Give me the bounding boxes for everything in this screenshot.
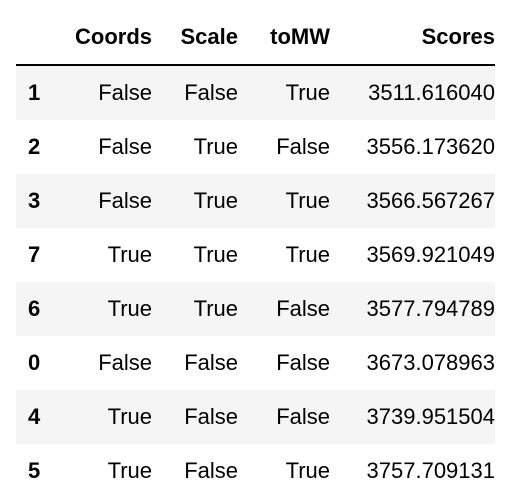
table-row: 4 True False False 3739.951504 bbox=[16, 390, 495, 444]
cell-scores: 3757.709131 bbox=[366, 458, 495, 483]
column-header-coords: Coords bbox=[54, 10, 152, 66]
row-index: 7 bbox=[28, 242, 41, 267]
cell-coords: True bbox=[107, 242, 152, 267]
table-body: 1 False False True 3511.616040 2 False T… bbox=[16, 65, 495, 498]
cell-scores: 3577.794789 bbox=[366, 296, 495, 321]
row-index: 2 bbox=[28, 134, 41, 159]
cell-tomw: True bbox=[285, 188, 330, 213]
cell-tomw: True bbox=[285, 458, 330, 483]
table-row: 7 True True True 3569.921049 bbox=[16, 228, 495, 282]
cell-scale: True bbox=[193, 242, 238, 267]
cell-coords: False bbox=[98, 80, 152, 105]
row-index: 4 bbox=[28, 404, 41, 429]
header-row: Coords Scale toMW Scores bbox=[16, 10, 495, 66]
row-index: 6 bbox=[28, 296, 41, 321]
cell-scale: False bbox=[184, 80, 238, 105]
cell-scores: 3511.616040 bbox=[368, 80, 495, 105]
column-header-tomw: toMW bbox=[238, 10, 330, 66]
column-header-scale: Scale bbox=[152, 10, 238, 66]
cell-scale: False bbox=[184, 458, 238, 483]
cell-tomw: False bbox=[276, 296, 330, 321]
cell-scores: 3739.951504 bbox=[366, 404, 495, 429]
cell-tomw: True bbox=[285, 242, 330, 267]
table-row: 1 False False True 3511.616040 bbox=[16, 65, 495, 120]
row-index: 5 bbox=[28, 458, 41, 483]
cell-scale: True bbox=[193, 188, 238, 213]
cell-coords: True bbox=[107, 458, 152, 483]
cell-tomw: False bbox=[276, 404, 330, 429]
cell-scores: 3556.173620 bbox=[366, 134, 495, 159]
index-header bbox=[16, 10, 54, 66]
row-index: 3 bbox=[28, 188, 41, 213]
cell-scale: True bbox=[193, 296, 238, 321]
cell-tomw: True bbox=[285, 80, 330, 105]
table-row: 0 False False False 3673.078963 bbox=[16, 336, 495, 390]
cell-coords: True bbox=[107, 404, 152, 429]
table-row: 5 True False True 3757.709131 bbox=[16, 444, 495, 498]
table-row: 2 False True False 3556.173620 bbox=[16, 120, 495, 174]
table-row: 3 False True True 3566.567267 bbox=[16, 174, 495, 228]
dataframe-table: Coords Scale toMW Scores 1 False False T… bbox=[16, 10, 495, 498]
row-index: 0 bbox=[28, 350, 41, 375]
table-row: 6 True True False 3577.794789 bbox=[16, 282, 495, 336]
cell-tomw: False bbox=[276, 134, 330, 159]
column-header-scores: Scores bbox=[330, 10, 495, 66]
cell-scores: 3566.567267 bbox=[366, 188, 495, 213]
cell-coords: False bbox=[98, 350, 152, 375]
cell-scores: 3569.921049 bbox=[366, 242, 495, 267]
cell-scale: True bbox=[193, 134, 238, 159]
cell-scale: False bbox=[184, 350, 238, 375]
cell-scores: 3673.078963 bbox=[366, 350, 495, 375]
cell-coords: True bbox=[107, 296, 152, 321]
cell-coords: False bbox=[98, 188, 152, 213]
cell-scale: False bbox=[184, 404, 238, 429]
row-index: 1 bbox=[28, 80, 41, 105]
cell-coords: False bbox=[98, 134, 152, 159]
table-header: Coords Scale toMW Scores bbox=[16, 10, 495, 66]
cell-tomw: False bbox=[276, 350, 330, 375]
